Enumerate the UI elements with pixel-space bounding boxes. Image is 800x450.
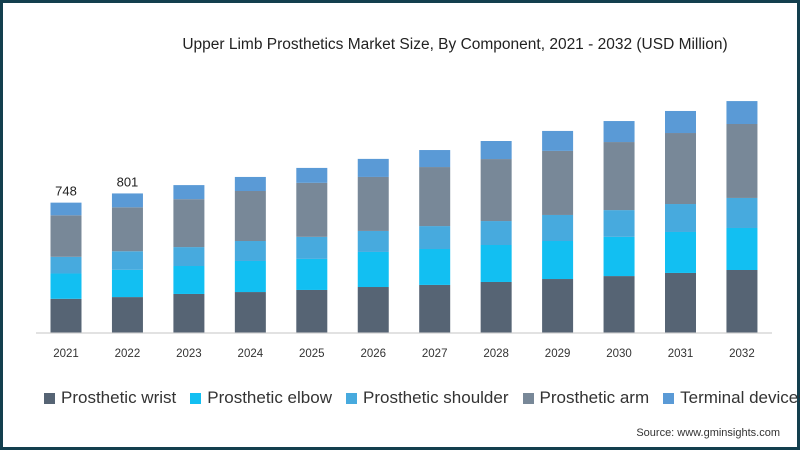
bar-segment-prosthetic-arm-2022 bbox=[111, 207, 143, 252]
bar-segment-prosthetic-shoulder-2032 bbox=[726, 197, 758, 228]
bar-segment-prosthetic-elbow-2028 bbox=[480, 245, 512, 282]
bar-segment-terminal-devices-2022 bbox=[111, 193, 143, 208]
bar-segment-prosthetic-arm-2030 bbox=[603, 142, 635, 211]
source-note: Source: www.gminsights.com bbox=[636, 427, 780, 439]
legend-item: Prosthetic shoulder bbox=[345, 388, 509, 408]
legend-label: Terminal devices bbox=[680, 388, 800, 407]
x-tick-label: 2023 bbox=[176, 348, 202, 360]
bar-segment-prosthetic-elbow-2025 bbox=[296, 258, 328, 290]
bar-segment-prosthetic-shoulder-2024 bbox=[234, 241, 266, 261]
bar-segment-terminal-devices-2025 bbox=[296, 167, 328, 183]
bar-segment-terminal-devices-2029 bbox=[542, 130, 574, 151]
bar-segment-prosthetic-arm-2027 bbox=[419, 167, 451, 227]
bar-segment-terminal-devices-2031 bbox=[665, 110, 696, 134]
bar-segment-prosthetic-arm-2021 bbox=[50, 215, 82, 257]
legend-label: Prosthetic shoulder bbox=[362, 388, 509, 407]
bar-segment-prosthetic-wrist-2022 bbox=[111, 297, 143, 333]
legend-label: Prosthetic elbow bbox=[207, 388, 332, 407]
bar-segment-prosthetic-arm-2028 bbox=[480, 159, 512, 222]
bar-segment-prosthetic-shoulder-2022 bbox=[111, 251, 143, 270]
bar-segment-prosthetic-arm-2032 bbox=[726, 123, 758, 198]
bar-segment-prosthetic-shoulder-2028 bbox=[480, 221, 512, 245]
x-tick-label: 2030 bbox=[606, 348, 632, 360]
legend-swatch bbox=[522, 392, 534, 404]
legend-swatch bbox=[345, 392, 357, 404]
data-label: 748 bbox=[55, 184, 77, 199]
x-tick-label: 2021 bbox=[53, 348, 79, 360]
bar-segment-prosthetic-arm-2029 bbox=[542, 150, 574, 215]
bar-segment-prosthetic-elbow-2026 bbox=[357, 251, 389, 288]
bar-segment-terminal-devices-2024 bbox=[234, 176, 266, 192]
bar-segment-prosthetic-elbow-2031 bbox=[665, 231, 696, 273]
data-label: 801 bbox=[117, 174, 139, 189]
bar-segment-prosthetic-elbow-2021 bbox=[50, 273, 82, 299]
bar-segment-terminal-devices-2032 bbox=[726, 101, 758, 124]
bar-segment-prosthetic-shoulder-2030 bbox=[603, 210, 635, 237]
bar-segment-prosthetic-elbow-2027 bbox=[419, 248, 451, 285]
bar-segment-prosthetic-shoulder-2023 bbox=[173, 247, 205, 267]
bar-segment-prosthetic-wrist-2023 bbox=[173, 293, 205, 333]
x-tick-label: 2031 bbox=[668, 348, 694, 360]
legend-label: Prosthetic arm bbox=[539, 388, 650, 407]
bar-segment-prosthetic-wrist-2030 bbox=[603, 276, 635, 333]
bar-segment-prosthetic-arm-2031 bbox=[665, 133, 696, 205]
bar-segment-prosthetic-wrist-2028 bbox=[480, 281, 512, 333]
bar-segment-terminal-devices-2021 bbox=[50, 202, 82, 216]
x-tick-label: 2032 bbox=[729, 348, 755, 360]
legend-item: Prosthetic arm bbox=[522, 388, 650, 408]
bar-segment-prosthetic-wrist-2024 bbox=[234, 292, 266, 333]
x-tick-label: 2024 bbox=[238, 348, 264, 360]
bar-segment-prosthetic-wrist-2021 bbox=[50, 298, 82, 333]
legend-swatch bbox=[663, 392, 675, 404]
bar-segment-prosthetic-wrist-2027 bbox=[419, 284, 451, 333]
legend-label: Prosthetic wrist bbox=[61, 388, 177, 407]
legend-swatch bbox=[190, 392, 202, 404]
bar-segment-prosthetic-arm-2026 bbox=[357, 176, 389, 231]
bar-segment-prosthetic-elbow-2032 bbox=[726, 227, 758, 270]
bar-segment-prosthetic-arm-2023 bbox=[173, 199, 205, 248]
bar-segment-terminal-devices-2028 bbox=[480, 141, 512, 160]
bar-segment-prosthetic-elbow-2022 bbox=[111, 269, 143, 298]
legend-item: Terminal devices bbox=[663, 388, 800, 408]
x-tick-label: 2022 bbox=[115, 348, 141, 360]
x-tick-label: 2027 bbox=[422, 348, 448, 360]
legend-swatch bbox=[44, 392, 55, 404]
legend-item: Prosthetic wrist bbox=[44, 388, 176, 408]
chart-title: Upper Limb Prosthetics Market Size, By C… bbox=[182, 36, 728, 53]
bar-segment-terminal-devices-2030 bbox=[603, 121, 635, 143]
legend: Prosthetic wrist Prosthetic elbow Prosthet… bbox=[44, 388, 800, 408]
bar-segment-prosthetic-shoulder-2031 bbox=[665, 204, 696, 232]
bar-segment-prosthetic-wrist-2031 bbox=[665, 272, 696, 333]
bar-segment-prosthetic-elbow-2029 bbox=[542, 241, 574, 280]
bar-segment-prosthetic-elbow-2024 bbox=[234, 260, 266, 293]
bar-segment-prosthetic-shoulder-2029 bbox=[542, 214, 574, 242]
bar-segment-prosthetic-shoulder-2025 bbox=[296, 236, 328, 259]
x-tick-label: 2028 bbox=[483, 348, 509, 360]
bar-segment-prosthetic-wrist-2026 bbox=[357, 287, 389, 333]
legend-item: Prosthetic elbow bbox=[190, 388, 332, 408]
bar-segment-prosthetic-wrist-2032 bbox=[726, 270, 758, 333]
bar-segment-prosthetic-shoulder-2027 bbox=[419, 226, 451, 249]
bar-segment-terminal-devices-2027 bbox=[419, 150, 451, 168]
bar-segment-terminal-devices-2023 bbox=[173, 185, 205, 200]
x-tick-label: 2025 bbox=[299, 348, 325, 360]
bar-segment-prosthetic-shoulder-2026 bbox=[357, 230, 389, 252]
x-tick-label: 2029 bbox=[545, 348, 571, 360]
bar-segment-terminal-devices-2026 bbox=[357, 158, 389, 177]
bar-segment-prosthetic-arm-2024 bbox=[234, 191, 266, 242]
bar-segment-prosthetic-elbow-2023 bbox=[173, 266, 205, 294]
x-tick-label: 2026 bbox=[360, 348, 386, 360]
bar-segment-prosthetic-wrist-2029 bbox=[542, 279, 574, 333]
bar-segment-prosthetic-wrist-2025 bbox=[296, 289, 328, 333]
bar-segment-prosthetic-elbow-2030 bbox=[603, 236, 635, 277]
bar-segment-prosthetic-shoulder-2021 bbox=[50, 256, 82, 274]
bar-segment-prosthetic-arm-2025 bbox=[296, 182, 328, 237]
